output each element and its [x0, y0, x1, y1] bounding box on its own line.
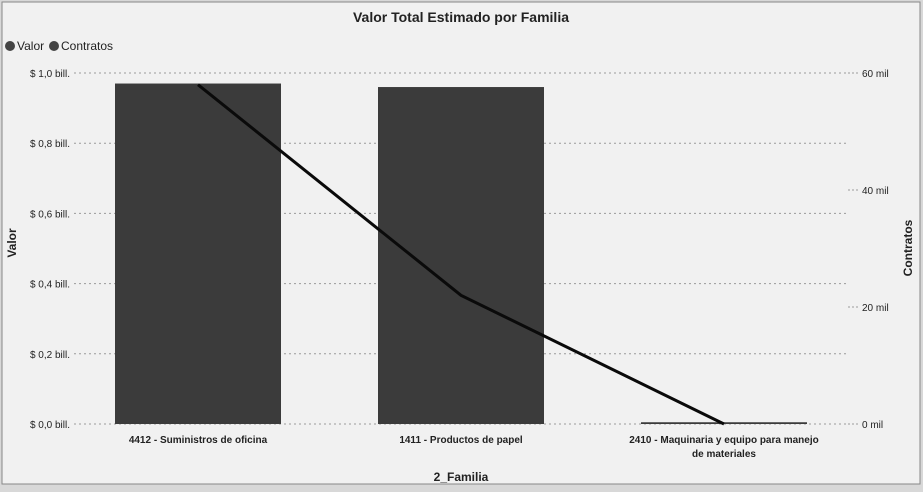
y-axis-ticks: $ 0,0 bill. $ 0,2 bill. $ 0,4 bill. $ 0,6 b…	[30, 69, 70, 431]
line-series	[197, 83, 725, 426]
y-tick-label: $ 0,6 bill.	[30, 209, 70, 220]
y2-axis-title: Contratos	[901, 219, 915, 276]
y2-tick-label: 40 mil	[862, 186, 889, 197]
category-label: 1411 - Productos de papel	[399, 435, 523, 446]
bars	[115, 83, 807, 424]
y2-axis-ticks: 0 mil 20 mil 40 mil 60 mil	[848, 69, 889, 431]
bar-valor-2[interactable]	[378, 87, 544, 424]
y2-tick-label: 0 mil	[862, 420, 883, 431]
y-tick-label: $ 0,2 bill.	[30, 350, 70, 361]
y2-tick-label: 60 mil	[862, 69, 889, 80]
category-label: 2410 - Maquinaria y equipo para manejo	[629, 435, 819, 446]
y-tick-label: $ 0,4 bill.	[30, 280, 70, 291]
legend-marker-contratos	[49, 41, 59, 51]
line-contratos[interactable]	[197, 83, 725, 426]
legend: Valor Contratos	[5, 39, 113, 53]
category-label: 4412 - Suministros de oficina	[129, 435, 268, 446]
y-tick-label: $ 0,0 bill.	[30, 420, 70, 431]
legend-marker-valor	[5, 41, 15, 51]
legend-label-contratos: Contratos	[61, 39, 113, 53]
y-tick-label: $ 0,8 bill.	[30, 139, 70, 150]
y2-tick-label: 20 mil	[862, 303, 889, 314]
x-axis-categories: 4412 - Suministros de oficina 1411 - Prod…	[129, 435, 819, 460]
y-axis-title: Valor	[5, 228, 19, 258]
legend-label-valor: Valor	[17, 39, 44, 53]
x-axis-title: 2_Familia	[434, 470, 489, 484]
y-tick-label: $ 1,0 bill.	[30, 69, 70, 80]
chart-title: Valor Total Estimado por Familia	[353, 9, 569, 25]
category-label: de materiales	[692, 449, 756, 460]
bar-valor-1[interactable]	[115, 83, 281, 424]
